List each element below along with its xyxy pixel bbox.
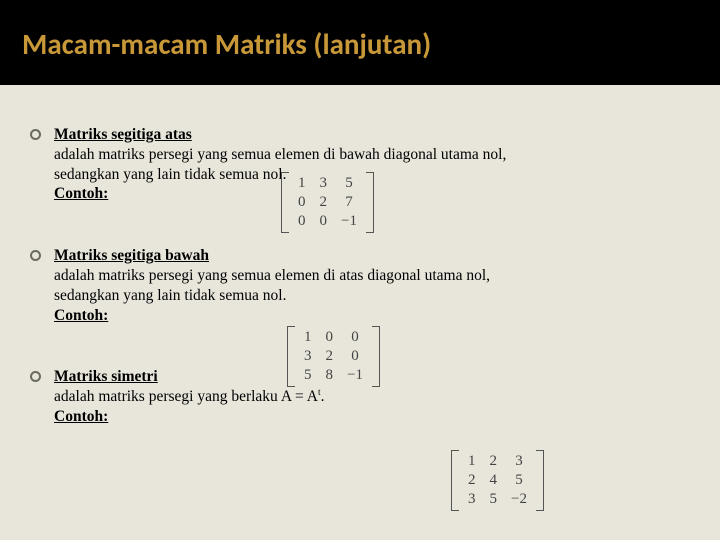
contoh-label: Contoh: [54, 185, 108, 202]
header-band: Macam-macam Matriks (lanjutan) [0, 0, 720, 85]
item-body-line: sedangkan yang lain tidak semua nol. [54, 287, 286, 304]
bullet-icon [30, 371, 41, 382]
item-heading: Matriks segitiga bawah [54, 247, 209, 264]
bullet-icon [30, 250, 41, 261]
matrix-simetri: 123 245 35−2 [451, 450, 544, 516]
item-heading: Matriks simetri [54, 368, 158, 385]
matrix-segitiga-bawah: 100 320 58−1 [287, 326, 380, 392]
contoh-label: Contoh: [54, 307, 108, 324]
bullet-icon [30, 129, 41, 140]
item-body-line: adalah matriks persegi yang semua elemen… [54, 267, 490, 284]
matrix-segitiga-atas: 135 027 00−1 [281, 172, 374, 238]
item-body-line: adalah matriks persegi yang semua elemen… [54, 146, 506, 163]
item-heading: Matriks segitiga atas [54, 126, 192, 143]
item-body-line: adalah matriks persegi yang berlaku A = … [54, 388, 324, 405]
contoh-label: Contoh: [54, 408, 108, 425]
item-body-line: sedangkan yang lain tidak semua nol. [54, 166, 286, 183]
slide-title: Macam-macam Matriks (lanjutan) [22, 26, 431, 62]
